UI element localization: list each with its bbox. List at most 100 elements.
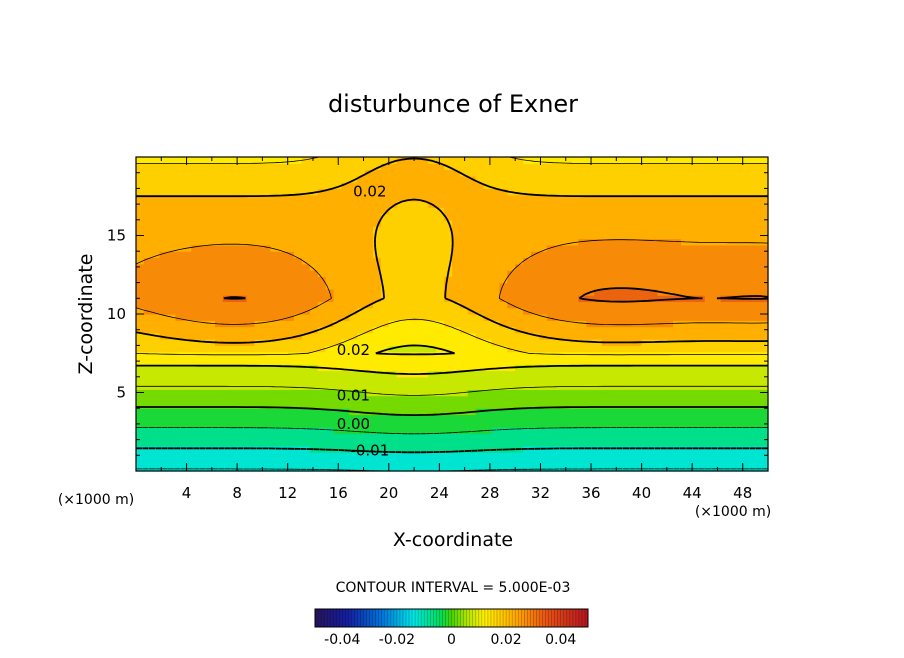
field-cell [586,257,595,265]
field-cell [262,345,271,353]
field-cell [499,232,508,240]
field-cell [452,257,461,265]
field-cell [720,357,730,365]
field-cell [404,163,414,171]
field-cell [365,401,374,409]
field-cell [760,376,769,384]
field-cell [215,157,224,164]
field-cell [586,251,595,259]
field-cell [270,232,279,240]
field-cell [633,370,643,378]
field-cell [246,157,256,164]
field-cell [357,427,366,434]
field-cell [159,263,169,271]
field-cell [246,427,256,434]
field-cell [570,357,579,365]
field-cell [538,339,548,346]
field-cell [175,307,184,315]
field-cell [483,288,493,296]
contour-line [135,239,769,326]
field-cell [554,370,564,378]
field-cell [594,401,603,409]
field-cell [294,314,303,321]
field-cell [207,332,216,340]
field-cell [546,401,556,409]
field-cell [531,301,540,309]
field-cell [222,257,232,265]
colorbar-segment [575,609,580,627]
field-cell [151,376,161,384]
field-cell [610,420,619,428]
field-cell [507,194,516,202]
field-cell [610,401,619,409]
field-cell [230,263,240,271]
field-cell [641,345,651,353]
field-cell [365,251,374,259]
field-cell [199,232,208,240]
field-cell [681,188,690,196]
field-cell [752,200,761,208]
field-cell [483,244,493,252]
field-cell [175,301,184,309]
field-cell [475,314,485,321]
field-cell [728,345,737,353]
field-cell [570,414,579,422]
field-cell [657,232,666,240]
field-cell [373,263,382,271]
field-cell [523,226,532,233]
field-cell [301,213,311,221]
field-cell [151,163,161,171]
field-cell [475,270,485,277]
field-cell [491,458,500,466]
field-cell [515,464,524,472]
field-cell [143,169,153,177]
field-cell [301,194,311,202]
colorbar-segment [469,609,474,627]
field-cell [143,238,153,246]
field-cell [388,182,398,189]
field-cell [373,157,382,164]
field-cell [467,188,477,196]
field-cell [625,276,635,284]
colorbar-segment [569,609,574,627]
field-cell [357,464,366,472]
field-cell [499,314,508,321]
field-cell [673,163,682,171]
field-cell [531,295,540,303]
field-cell [136,452,145,460]
field-cell [531,395,540,403]
field-cell [681,408,690,416]
colorbar-segment [490,609,495,627]
field-cell [736,244,745,252]
field-cell [309,326,319,334]
field-cell [515,200,524,208]
field-cell [752,389,761,397]
field-cell [420,251,429,259]
field-cell [728,200,737,208]
field-cell [309,376,319,384]
field-cell [712,458,722,466]
field-cell [325,433,335,441]
colorbar-segment [548,609,552,627]
field-cell [483,420,493,428]
field-cell [617,345,627,353]
field-cell [657,364,666,372]
colorbar-segment [545,609,549,627]
field-cell [420,395,429,403]
field-cell [625,263,635,271]
field-cell [238,427,248,434]
field-cell [531,263,540,271]
field-cell [578,301,587,309]
field-cell [317,301,327,309]
field-cell [396,320,406,328]
field-cell [365,163,374,171]
field-cell [420,270,429,277]
field-cell [396,182,406,189]
field-cell [309,357,319,365]
field-cell [744,226,753,233]
field-cell [625,270,635,277]
field-cell [207,169,216,177]
field-cell [657,194,666,202]
field-cell [207,452,216,460]
field-cell [444,226,453,233]
